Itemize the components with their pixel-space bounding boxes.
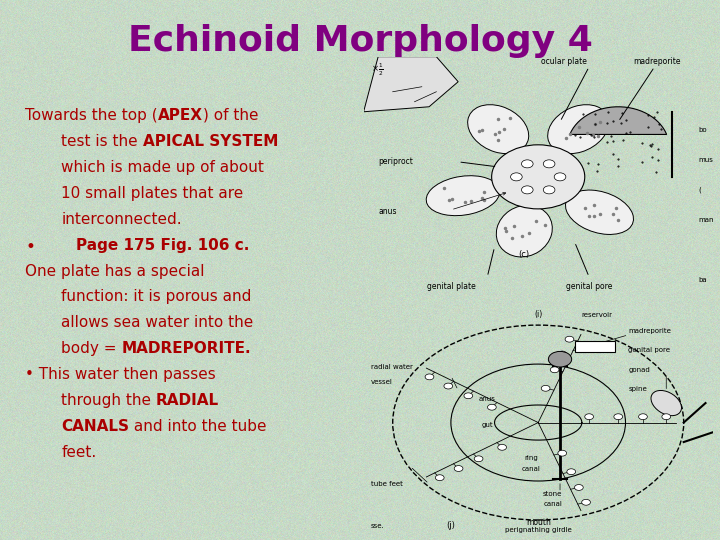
Text: (i): (i) (534, 310, 542, 319)
Circle shape (464, 393, 473, 399)
Text: radial water: radial water (371, 364, 413, 370)
Circle shape (565, 336, 574, 342)
Circle shape (436, 475, 444, 481)
Text: anus: anus (378, 207, 397, 217)
Text: gut: gut (482, 422, 493, 428)
Circle shape (425, 374, 434, 380)
Ellipse shape (565, 190, 634, 234)
Circle shape (521, 186, 533, 194)
Text: feet.: feet. (61, 445, 96, 460)
Text: ) of the: ) of the (203, 108, 258, 123)
Text: One plate has a special: One plate has a special (25, 264, 204, 279)
Text: ring: ring (524, 455, 538, 461)
Circle shape (487, 404, 496, 410)
Text: tube feet: tube feet (371, 481, 402, 487)
Text: reservoir: reservoir (582, 312, 613, 318)
Ellipse shape (496, 205, 552, 257)
Text: and into the tube: and into the tube (129, 419, 266, 434)
Circle shape (544, 160, 555, 168)
Circle shape (558, 450, 567, 456)
Text: madreporite: madreporite (633, 57, 680, 66)
Text: sse.: sse. (371, 523, 384, 529)
Circle shape (510, 173, 522, 181)
Text: genital pore: genital pore (566, 282, 612, 292)
Polygon shape (364, 57, 458, 112)
Text: • This water then passes: • This water then passes (25, 367, 216, 382)
Circle shape (541, 386, 550, 392)
Circle shape (492, 145, 585, 209)
Text: (: ( (698, 187, 701, 193)
Circle shape (567, 469, 575, 475)
Text: mouth: mouth (526, 518, 551, 527)
Text: periproct: periproct (378, 157, 413, 166)
Text: Page 175 Fig. 106 c.: Page 175 Fig. 106 c. (76, 238, 249, 253)
Text: through the: through the (61, 393, 156, 408)
Bar (575, 341, 616, 353)
Text: canal: canal (544, 501, 562, 508)
Circle shape (550, 367, 559, 373)
Text: CANALS: CANALS (61, 419, 129, 434)
Circle shape (544, 186, 555, 194)
Text: bo: bo (698, 127, 707, 133)
Text: allows sea water into the: allows sea water into the (61, 315, 253, 330)
Circle shape (444, 383, 453, 389)
Text: MADREPORITE.: MADREPORITE. (122, 341, 251, 356)
Circle shape (662, 414, 670, 420)
Text: (c): (c) (518, 250, 529, 259)
Circle shape (474, 456, 483, 462)
Circle shape (554, 173, 566, 181)
Text: spine: spine (629, 387, 647, 393)
Circle shape (498, 444, 506, 450)
Circle shape (582, 500, 590, 505)
Ellipse shape (426, 176, 500, 215)
Circle shape (585, 414, 593, 420)
Text: which is made up of about: which is made up of about (61, 160, 264, 175)
Text: anus: anus (479, 396, 495, 402)
Circle shape (558, 351, 567, 357)
Circle shape (454, 465, 463, 471)
Text: body =: body = (61, 341, 122, 356)
Text: 10 small plates that are: 10 small plates that are (61, 186, 243, 201)
Text: •: • (25, 238, 35, 255)
Circle shape (639, 414, 647, 420)
Ellipse shape (548, 105, 608, 153)
Text: function: it is porous and: function: it is porous and (61, 289, 251, 305)
Circle shape (614, 414, 623, 420)
Circle shape (521, 160, 533, 168)
Text: mam: mam (698, 217, 716, 223)
Text: madreporite: madreporite (629, 328, 671, 334)
Text: perignathing girdle: perignathing girdle (505, 526, 572, 532)
Circle shape (549, 352, 572, 367)
Text: Towards the top (: Towards the top ( (25, 108, 158, 123)
Text: $\times\frac{1}{2}$: $\times\frac{1}{2}$ (371, 61, 384, 78)
Text: canal: canal (521, 466, 541, 472)
Text: APEX: APEX (158, 108, 203, 123)
Polygon shape (570, 107, 667, 134)
Text: vessel: vessel (371, 379, 392, 384)
Ellipse shape (651, 390, 682, 416)
Text: genital plate: genital plate (426, 282, 475, 292)
Text: stone: stone (543, 491, 562, 497)
Text: RADIAL: RADIAL (156, 393, 219, 408)
Text: APICAL SYSTEM: APICAL SYSTEM (143, 134, 278, 149)
Text: genital pore: genital pore (629, 347, 670, 353)
Ellipse shape (468, 105, 528, 153)
Text: gonad: gonad (629, 367, 650, 373)
Text: Echinoid Morphology 4: Echinoid Morphology 4 (127, 24, 593, 58)
Text: ba: ba (698, 277, 707, 283)
Text: interconnected.: interconnected. (61, 212, 182, 227)
Text: mus: mus (698, 157, 713, 163)
Text: ocular plate: ocular plate (541, 57, 587, 66)
Text: test is the: test is the (61, 134, 143, 149)
Circle shape (575, 484, 583, 490)
Text: (j): (j) (446, 521, 455, 530)
